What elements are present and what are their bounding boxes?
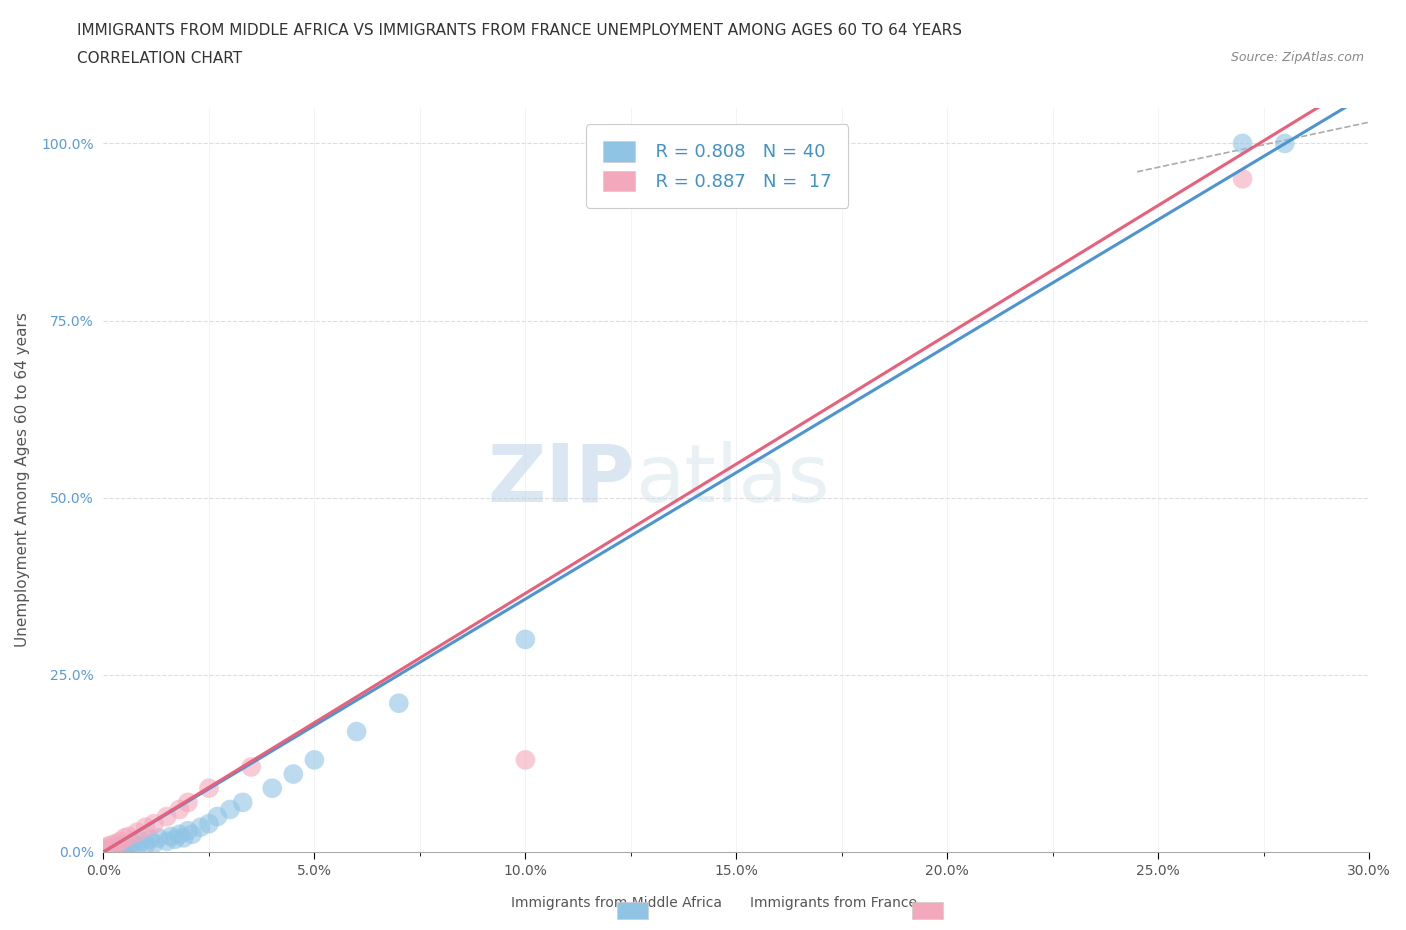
Point — [122, 836, 145, 851]
Point — [105, 844, 128, 858]
Point — [110, 839, 132, 854]
Point — [118, 829, 141, 844]
Point — [143, 836, 166, 851]
Text: CORRELATION CHART: CORRELATION CHART — [77, 51, 242, 66]
Text: Immigrants from Middle Africa: Immigrants from Middle Africa — [512, 896, 723, 910]
Point — [1232, 136, 1254, 151]
Point — [93, 841, 115, 856]
Point — [127, 839, 149, 854]
Point — [101, 841, 124, 856]
Point — [515, 632, 537, 647]
Point — [93, 844, 115, 859]
Point — [304, 752, 326, 767]
Point — [346, 724, 368, 739]
Point — [177, 795, 200, 810]
Point — [177, 823, 200, 838]
Point — [190, 819, 212, 834]
Point — [388, 696, 411, 711]
Point — [114, 842, 136, 857]
Point — [219, 802, 242, 817]
Point — [283, 766, 305, 781]
Legend:   R = 0.808   N = 40,   R = 0.887   N =  17: R = 0.808 N = 40, R = 0.887 N = 17 — [586, 125, 848, 207]
Point — [181, 827, 204, 842]
Point — [207, 809, 229, 824]
Point — [143, 817, 166, 831]
Point — [139, 831, 162, 846]
Point — [101, 844, 124, 858]
Point — [110, 834, 132, 849]
Point — [169, 827, 191, 842]
Point — [156, 834, 179, 849]
Point — [156, 809, 179, 824]
Point — [131, 834, 153, 849]
Point — [114, 830, 136, 845]
Point — [101, 838, 124, 853]
Point — [97, 844, 120, 859]
Point — [198, 781, 221, 796]
Text: IMMIGRANTS FROM MIDDLE AFRICA VS IMMIGRANTS FROM FRANCE UNEMPLOYMENT AMONG AGES : IMMIGRANTS FROM MIDDLE AFRICA VS IMMIGRA… — [77, 23, 962, 38]
Point — [93, 844, 115, 858]
Point — [240, 760, 263, 775]
Point — [97, 843, 120, 857]
Point — [110, 843, 132, 857]
Text: Source: ZipAtlas.com: Source: ZipAtlas.com — [1230, 51, 1364, 64]
Point — [198, 817, 221, 831]
Point — [114, 838, 136, 853]
Point — [160, 829, 183, 844]
Text: Immigrants from France: Immigrants from France — [751, 896, 917, 910]
Y-axis label: Unemployment Among Ages 60 to 64 years: Unemployment Among Ages 60 to 64 years — [15, 312, 30, 647]
Point — [97, 839, 120, 854]
Text: atlas: atlas — [636, 441, 830, 519]
Point — [105, 841, 128, 856]
Point — [148, 830, 170, 845]
Point — [105, 836, 128, 851]
Point — [118, 841, 141, 856]
Point — [515, 752, 537, 767]
Point — [135, 819, 157, 834]
Point — [1232, 171, 1254, 186]
Point — [165, 831, 187, 846]
Point — [232, 795, 254, 810]
Point — [127, 825, 149, 840]
Point — [135, 838, 157, 853]
Text: ZIP: ZIP — [488, 441, 636, 519]
Point — [1274, 136, 1296, 151]
Point — [262, 781, 284, 796]
Point — [173, 830, 195, 845]
Point — [169, 802, 191, 817]
